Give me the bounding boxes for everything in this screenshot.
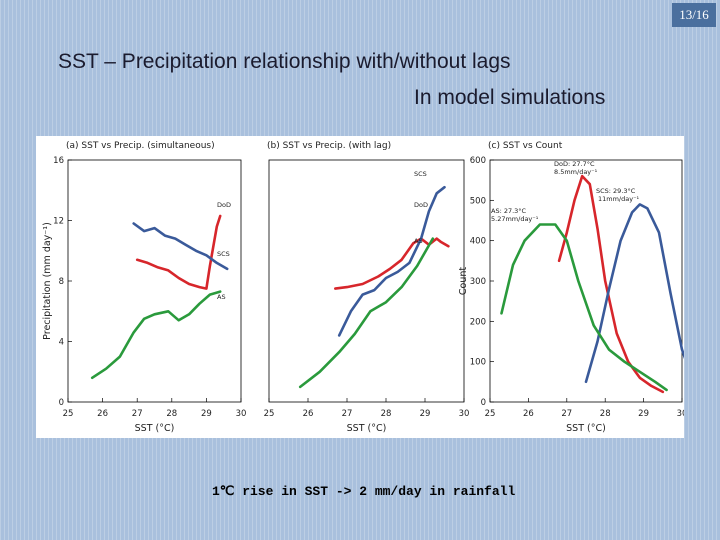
panel-frame-2: [268, 159, 465, 403]
x-tick-label: 27: [132, 409, 143, 419]
y-tick-label: 8: [59, 277, 64, 287]
y-axis-label: Precipitation (mm day⁻¹): [42, 222, 53, 340]
series-line-dod: [334, 237, 450, 290]
series-line-scs: [584, 203, 695, 384]
panel-frame-3: [489, 159, 683, 403]
y-tick-label: 4: [59, 338, 64, 348]
panel-title-1: (a) SST vs Precip. (simultaneous): [66, 141, 215, 151]
y-tick-label: 400: [470, 237, 486, 247]
y-tick-label: 12: [53, 217, 64, 227]
x-tick-label: 28: [381, 409, 392, 419]
x-tick-label: 27: [342, 409, 353, 419]
panel-title-3: (c) SST vs Count: [488, 141, 563, 151]
chart-figure: (a) SST vs Precip. (simultaneous) 25 26 27 2…: [42, 141, 695, 434]
series-line-as: [90, 290, 222, 380]
x-tick-label: 28: [166, 409, 177, 419]
page-number: 13/16: [672, 3, 716, 27]
x-axis-label: SST (°C): [135, 423, 175, 434]
series-line-dod: [135, 214, 222, 290]
x-tick-label: 30: [677, 409, 684, 419]
slide-subtitle: In model simulations: [414, 86, 606, 109]
y-axis-label: Count: [458, 267, 469, 295]
slide-title: SST – Precipitation relationship with/wi…: [58, 50, 511, 73]
x-tick-label: 27: [561, 409, 572, 419]
y-tick-label: 500: [470, 196, 486, 206]
x-tick-label: 26: [97, 409, 108, 419]
series-line-scs: [132, 222, 229, 271]
x-tick-label: 30: [236, 409, 247, 419]
annotation-text: 5.27mm/day⁻¹: [491, 215, 539, 223]
series-label-as: AS: [217, 293, 226, 301]
series-label-dod: DoD: [414, 201, 428, 209]
caption: 1℃ rise in SST -> 2 mm/day in rainfall: [212, 484, 516, 499]
x-tick-label: 30: [459, 409, 470, 419]
annotation-text: 11mm/day⁻¹: [598, 195, 640, 203]
series-label-as: AS: [414, 237, 423, 245]
figure-panel: (a) SST vs Precip. (simultaneous) 25 26 27 2…: [36, 136, 695, 438]
y-tick-label: 200: [470, 317, 486, 327]
x-axis-label: SST (°C): [347, 423, 387, 434]
series-label-dod: DoD: [217, 201, 231, 209]
x-tick-label: 28: [600, 409, 611, 419]
x-tick-label: 29: [420, 409, 431, 419]
x-tick-label: 29: [201, 409, 212, 419]
annotation-text: 8.5mm/day⁻¹: [554, 168, 598, 176]
x-tick-label: 26: [523, 409, 534, 419]
y-tick-label: 0: [481, 398, 486, 408]
x-tick-label: 29: [638, 409, 649, 419]
panel-title-2: (b) SST vs Precip. (with lag): [267, 141, 391, 151]
annotation-text: AS: 27.3°C: [491, 207, 527, 215]
y-tick-label: 0: [59, 398, 64, 408]
annotation-text: SCS: 29.3°C: [596, 187, 636, 195]
series-line-dod: [557, 174, 665, 394]
x-tick-label: 25: [485, 409, 496, 419]
y-tick-label: 100: [470, 358, 486, 368]
panel-frame-1: [67, 159, 242, 403]
series-label-scs: SCS: [217, 250, 230, 258]
y-tick-label: 300: [470, 277, 486, 287]
series-line-as: [500, 223, 668, 392]
x-tick-label: 25: [63, 409, 74, 419]
x-tick-label: 26: [303, 409, 314, 419]
y-tick-label: 600: [470, 156, 486, 166]
series-line-scs: [337, 185, 446, 337]
x-tick-label: 25: [264, 409, 275, 419]
annotation-text: DoD: 27.7°C: [554, 160, 595, 168]
series-line-as: [298, 237, 435, 389]
x-axis-label: SST (°C): [566, 423, 606, 434]
y-tick-label: 16: [53, 156, 64, 166]
series-label-scs: SCS: [414, 170, 427, 178]
